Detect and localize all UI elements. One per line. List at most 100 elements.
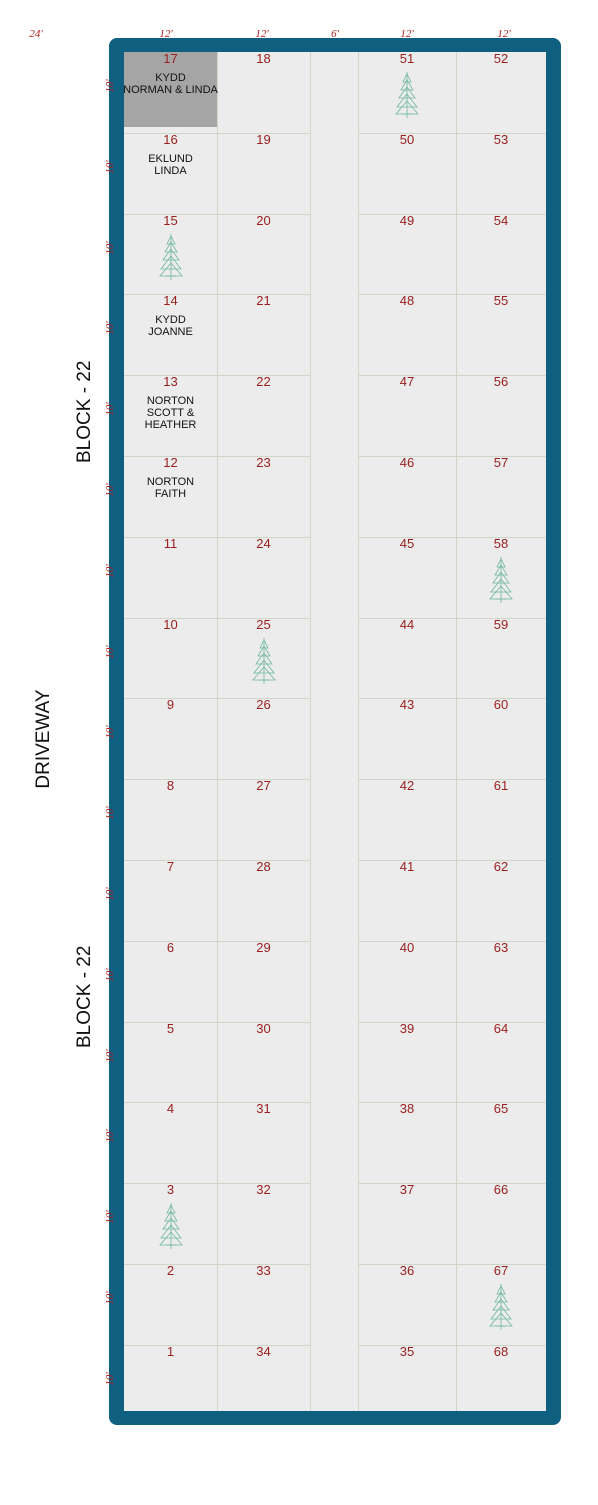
burial-plot-17[interactable]: 17 KYDD NORMAN & LINDA <box>123 51 218 133</box>
plot-number: 64 <box>493 1020 509 1036</box>
burial-plot-3[interactable]: 3 <box>124 1183 217 1264</box>
burial-plot-20[interactable]: 20 <box>217 213 310 295</box>
burial-plot-53[interactable]: 53 <box>456 132 546 214</box>
burial-plot-54[interactable]: 54 <box>456 213 546 295</box>
plot-number: 38 <box>399 1101 415 1117</box>
burial-plot-55[interactable]: 55 <box>456 294 546 375</box>
burial-plot-38[interactable]: 38 <box>358 1102 456 1183</box>
burial-plot-57[interactable]: 57 <box>456 456 546 537</box>
burial-plot-25[interactable]: 25 <box>217 617 310 699</box>
burial-plot-66[interactable]: 66 <box>456 1183 546 1264</box>
burial-plot-47[interactable]: 47 <box>358 375 456 456</box>
plot-number: 44 <box>399 616 415 632</box>
burial-plot-62[interactable]: 62 <box>456 860 546 941</box>
burial-plot-34[interactable]: 34 <box>217 1344 310 1426</box>
burial-plot-42[interactable]: 42 <box>358 779 456 860</box>
burial-plot-51[interactable]: 51 <box>358 52 456 133</box>
grid-row-divider <box>358 536 546 538</box>
grid-row-divider <box>358 213 546 215</box>
burial-plot-46[interactable]: 46 <box>358 456 456 537</box>
burial-plot-58[interactable]: 58 <box>456 536 546 618</box>
burial-plot-30[interactable]: 30 <box>217 1021 310 1103</box>
plot-number: 33 <box>256 1263 271 1278</box>
burial-plot-6[interactable]: 6 <box>124 940 217 1022</box>
burial-plot-28[interactable]: 28 <box>217 860 310 941</box>
plot-number: 67 <box>493 1263 509 1278</box>
plot-number: 28 <box>256 859 271 874</box>
plot-number: 57 <box>493 455 509 470</box>
burial-plot-49[interactable]: 49 <box>358 213 456 295</box>
owner-given-names: FAITH <box>154 488 187 500</box>
reserved-plot-highlight[interactable] <box>124 52 217 127</box>
burial-plot-36[interactable]: 36 <box>358 1264 456 1345</box>
grid-column-divider <box>310 52 311 1411</box>
burial-plot-48[interactable]: 48 <box>358 294 456 375</box>
plot-number: 2 <box>166 1263 175 1278</box>
burial-plot-27[interactable]: 27 <box>217 779 310 860</box>
burial-plot-11[interactable]: 11 <box>124 536 217 618</box>
burial-plot-23[interactable]: 23 <box>217 456 310 537</box>
burial-plot-29[interactable]: 29 <box>217 940 310 1022</box>
burial-plot-5[interactable]: 5 <box>124 1021 217 1103</box>
burial-plot-12[interactable]: 12 NORTON FAITH <box>124 456 217 537</box>
burial-plot-44[interactable]: 44 <box>358 616 456 699</box>
burial-plot-21[interactable]: 21 <box>217 294 310 375</box>
tree-icon <box>157 232 185 282</box>
burial-plot-45[interactable]: 45 <box>358 536 456 618</box>
burial-plot-24[interactable]: 24 <box>217 536 310 618</box>
burial-plot-2[interactable]: 2 <box>124 1264 217 1345</box>
burial-plot-7[interactable]: 7 <box>124 860 217 941</box>
plot-number: 35 <box>399 1343 415 1359</box>
grid-row-divider <box>124 1021 310 1023</box>
burial-plot-19[interactable]: 19 <box>217 132 310 214</box>
dimension-label-row-height: 10' <box>104 79 116 93</box>
plot-number: 15 <box>163 212 178 228</box>
burial-plot-14[interactable]: 14 KYDD JOANNE <box>124 294 217 375</box>
burial-plot-22[interactable]: 22 <box>217 375 310 456</box>
burial-plot-63[interactable]: 63 <box>456 940 546 1022</box>
burial-plot-56[interactable]: 56 <box>456 375 546 456</box>
burial-plot-50[interactable]: 50 <box>358 132 456 214</box>
burial-plot-18[interactable]: 18 <box>217 52 310 133</box>
burial-plot-68[interactable]: 68 <box>456 1344 546 1426</box>
grid-column-divider <box>217 52 218 1411</box>
burial-plot-64[interactable]: 64 <box>456 1020 546 1103</box>
burial-plot-60[interactable]: 60 <box>456 698 546 779</box>
burial-plot-39[interactable]: 39 <box>358 1020 456 1103</box>
burial-plot-52[interactable]: 52 <box>456 52 546 133</box>
burial-plot-40[interactable]: 40 <box>358 940 456 1022</box>
plot-number: 17 <box>163 51 178 66</box>
burial-plot-31[interactable]: 31 <box>217 1102 310 1183</box>
burial-plot-43[interactable]: 43 <box>358 698 456 779</box>
grid-row-divider <box>124 940 310 942</box>
burial-plot-4[interactable]: 4 <box>124 1102 217 1183</box>
plot-number: 51 <box>399 51 415 66</box>
burial-plot-26[interactable]: 26 <box>217 698 310 779</box>
grid-row-divider <box>124 294 310 296</box>
burial-plot-33[interactable]: 33 <box>217 1264 310 1345</box>
dimension-label-row-height: 10' <box>104 1372 116 1386</box>
burial-plot-8[interactable]: 8 <box>124 779 217 860</box>
plot-number: 37 <box>399 1182 415 1198</box>
burial-plot-67[interactable]: 67 <box>456 1264 546 1345</box>
burial-plot-13[interactable]: 13 NORTON SCOTT & HEATHER <box>124 375 217 456</box>
burial-plot-41[interactable]: 41 <box>358 860 456 941</box>
dimension-label-row-height: 10' <box>104 725 116 740</box>
plot-number: 43 <box>399 697 415 713</box>
burial-plot-15[interactable]: 15 <box>124 212 217 295</box>
burial-plot-59[interactable]: 59 <box>456 617 546 699</box>
burial-plot-10[interactable]: 10 <box>124 617 217 699</box>
burial-plot-16[interactable]: 16 EKLUND LINDA <box>124 132 217 214</box>
burial-plot-61[interactable]: 61 <box>456 779 546 860</box>
grid-column-divider <box>358 52 359 1411</box>
burial-plot-35[interactable]: 35 <box>358 1343 456 1426</box>
plot-number: 39 <box>399 1020 415 1036</box>
burial-plot-1[interactable]: 1 <box>124 1344 217 1426</box>
burial-plot-32[interactable]: 32 <box>217 1183 310 1264</box>
burial-plot-65[interactable]: 65 <box>456 1102 546 1183</box>
dimension-label-row-height: 10' <box>104 968 116 982</box>
burial-plot-37[interactable]: 37 <box>358 1183 456 1264</box>
burial-plot-9[interactable]: 9 <box>124 698 217 779</box>
tree-icon <box>250 636 278 686</box>
owner-given-names: NORMAN & LINDA <box>123 84 218 96</box>
